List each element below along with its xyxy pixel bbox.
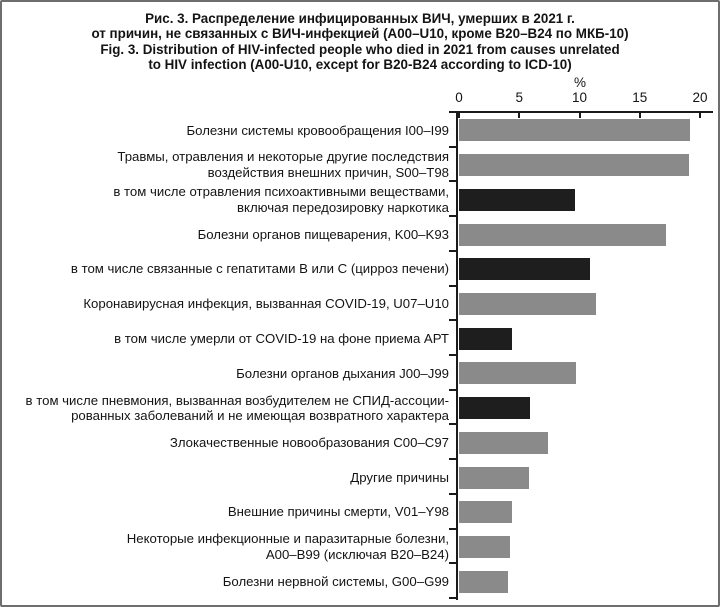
x-tick-mark-15 <box>638 113 641 118</box>
category-label: в том числе пневмония, вызванная возбуди… <box>25 392 449 424</box>
y-tick-mark <box>449 528 456 530</box>
x-tick-label-15: 15 <box>632 90 648 105</box>
category-label: в том числе связанные с гепатитами B или… <box>70 261 449 277</box>
bar-category <box>459 292 597 315</box>
bar-row: Другие причины <box>2 460 714 495</box>
y-tick-mark <box>449 423 456 425</box>
x-tick-label-0: 0 <box>455 90 463 105</box>
bar-row: Болезни органов дыхания J00–J99 <box>2 356 714 391</box>
category-label: Болезни системы кровообращения I00–I99 <box>186 122 449 138</box>
bar-row: Болезни нервной системы, G00–G99 <box>2 564 714 599</box>
category-label: Внешние причины смерти, V01–Y98 <box>227 504 449 520</box>
category-label: Травмы, отравления и некоторые другие по… <box>117 149 449 181</box>
x-tick-mark-0 <box>458 113 460 118</box>
category-label: Болезни нервной системы, G00–G99 <box>222 573 449 589</box>
bar-subcategory <box>459 327 512 350</box>
x-tick-label-10: 10 <box>571 90 588 105</box>
y-tick-mark <box>449 215 456 217</box>
bar-row: Коронавирусная инфекция, вызванная COVID… <box>2 287 714 322</box>
y-tick-mark <box>449 389 456 391</box>
bar-category <box>459 466 529 489</box>
category-label: Болезни органов дыхания J00–J99 <box>236 365 449 381</box>
bar-subcategory <box>459 258 591 281</box>
bar-row: Злокачественные новообразования C00–C97 <box>2 425 714 460</box>
title-line-ru-1: Рис. 3. Распределение инфицированных ВИЧ… <box>145 11 575 26</box>
y-tick-mark <box>449 111 456 113</box>
bar-category <box>459 154 690 177</box>
x-axis-line <box>456 111 713 113</box>
bar-category <box>459 570 509 593</box>
bar-category <box>459 535 510 558</box>
bar-subcategory <box>459 188 575 211</box>
bar-category <box>459 223 667 246</box>
y-tick-mark <box>449 597 456 599</box>
y-axis-line <box>456 111 458 600</box>
bar-row: в том числе пневмония, вызванная возбуди… <box>2 391 714 426</box>
bar-row: Болезни органов пищеварения, K00–K93 <box>2 217 714 252</box>
bar-category <box>459 362 576 385</box>
bar-category <box>459 431 549 454</box>
bar-row: Внешние причины смерти, V01–Y98 <box>2 495 714 530</box>
bar-row: в том числе связанные с гепатитами B или… <box>2 252 714 287</box>
category-label: в том числе умерли от COVID-19 на фоне п… <box>114 330 449 346</box>
bar-rows: Болезни системы кровообращения I00–I99 Тр… <box>2 113 714 599</box>
figure-title: Рис. 3. Распределение инфицированных ВИЧ… <box>2 11 718 72</box>
x-axis-unit-label: % <box>573 75 586 90</box>
x-tick-mark-10 <box>578 113 581 118</box>
title-line-en-2: to HIV infection (A00-U10, except for B2… <box>148 56 572 72</box>
bar-category <box>459 501 512 524</box>
category-label: Коронавирусная инфекция, вызванная COVID… <box>83 296 449 312</box>
y-tick-mark <box>449 493 456 495</box>
y-tick-mark <box>449 180 456 182</box>
x-tick-mark-5 <box>518 113 521 118</box>
y-tick-mark <box>449 562 456 564</box>
y-tick-mark <box>449 250 456 252</box>
category-label: Злокачественные новообразования C00–C97 <box>169 435 449 451</box>
category-label: в том числе отравления психоактивными ве… <box>113 184 449 215</box>
y-tick-mark <box>449 146 456 148</box>
y-tick-mark <box>449 319 456 321</box>
y-tick-mark <box>449 354 456 356</box>
bar-row: Некоторые инфекционные и паразитарные бо… <box>2 530 714 565</box>
bar-row: Травмы, отравления и некоторые другие по… <box>2 148 714 183</box>
category-label: Некоторые инфекционные и паразитарные бо… <box>126 531 449 562</box>
y-tick-mark <box>449 458 456 460</box>
bar-subcategory <box>459 397 531 420</box>
y-tick-mark <box>449 285 456 287</box>
bar-row: в том числе отравления психоактивными ве… <box>2 182 714 217</box>
category-label: Другие причины <box>350 469 449 485</box>
x-tick-mark-20 <box>699 113 701 118</box>
title-line-ru-2: от причин, не связанных с ВИЧ-инфекцией … <box>91 26 629 42</box>
x-tick-label-20: 20 <box>692 90 708 105</box>
x-tick-label-5: 5 <box>515 90 523 105</box>
category-label: Болезни органов пищеварения, K00–K93 <box>197 226 449 242</box>
bar-row: Болезни системы кровообращения I00–I99 <box>2 113 714 148</box>
title-line-en-1: Fig. 3. Distribution of HIV-infected peo… <box>100 41 620 57</box>
bar-category <box>459 119 691 142</box>
bar-row: в том числе умерли от COVID-19 на фоне п… <box>2 321 714 356</box>
